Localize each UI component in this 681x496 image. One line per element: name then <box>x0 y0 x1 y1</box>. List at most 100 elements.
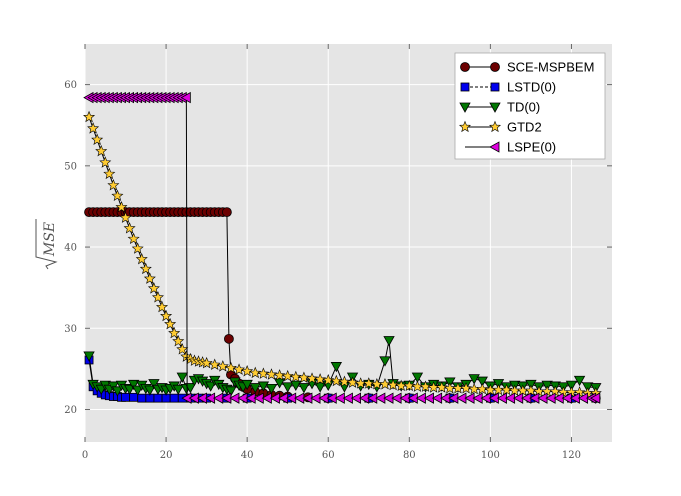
data-point <box>273 378 286 389</box>
x-tick-label: 80 <box>403 450 416 461</box>
data-point <box>322 373 335 386</box>
data-point <box>282 382 294 393</box>
data-point <box>573 375 586 387</box>
data-point <box>121 392 130 402</box>
data-point <box>200 356 213 369</box>
data-point <box>204 381 217 392</box>
data-point <box>500 383 513 396</box>
data-point <box>208 358 221 370</box>
data-point <box>169 393 179 403</box>
data-point <box>346 376 359 388</box>
legend-label: TD(0) <box>507 100 540 115</box>
data-point <box>135 252 148 265</box>
data-point <box>298 383 310 394</box>
data-point <box>83 110 96 123</box>
legend-marker <box>489 141 500 153</box>
legend: SCE-MSPBEM LSTD(0) TD(0) GTD2 LSPE(0) <box>454 52 606 160</box>
data-point <box>176 372 188 383</box>
x-tick-label: 120 <box>562 450 581 461</box>
x-tick-label: 60 <box>322 450 335 461</box>
data-point <box>257 381 270 392</box>
y-axis-label-group: MSE <box>35 219 58 270</box>
data-point <box>123 384 136 396</box>
x-tick-label: 0 <box>82 450 88 461</box>
data-point <box>115 200 128 213</box>
y-tick-label: 60 <box>64 80 77 91</box>
data-point <box>176 343 189 355</box>
data-point <box>103 167 116 180</box>
data-point <box>156 300 169 313</box>
legend-entry: LSTD(0) <box>460 80 556 95</box>
data-point <box>216 360 229 372</box>
data-point <box>119 211 132 223</box>
data-point <box>419 380 432 392</box>
data-point <box>233 363 246 375</box>
y-tick-label: 50 <box>64 161 77 172</box>
y-tick-label: 20 <box>64 405 77 416</box>
series-lspe-0- <box>83 91 601 404</box>
legend-entry: TD(0) <box>459 100 540 115</box>
legend-label: LSTD(0) <box>507 80 556 95</box>
data-point <box>330 374 343 387</box>
legend-marker <box>459 102 471 113</box>
data-point <box>589 392 601 404</box>
data-point <box>132 385 144 396</box>
data-point <box>249 383 261 394</box>
data-point <box>565 380 578 391</box>
axis-ticks: 0 20 40 60 80 100 120 20 30 40 50 60 <box>64 44 612 461</box>
data-point <box>111 189 124 201</box>
data-point <box>99 156 112 168</box>
data-point <box>148 379 160 390</box>
data-point <box>143 272 156 284</box>
data-point <box>338 375 351 387</box>
data-point <box>241 365 254 377</box>
data-point <box>362 377 375 389</box>
data-point <box>435 381 448 393</box>
data-point <box>95 144 108 157</box>
legend-marker <box>490 82 500 92</box>
data-point <box>383 336 395 347</box>
data-point <box>378 378 391 390</box>
legend-label: SCE-MSPBEM <box>507 60 594 75</box>
data-point <box>476 382 489 395</box>
x-tick-label: 40 <box>241 450 254 461</box>
legend-marker <box>460 82 470 92</box>
data-point <box>379 356 391 367</box>
legend-marker <box>460 62 470 72</box>
data-point <box>172 384 184 396</box>
legend-marker <box>490 62 500 72</box>
data-point <box>153 393 163 403</box>
legend-marker <box>489 102 501 113</box>
legend-marker <box>488 120 502 133</box>
data-point <box>249 366 262 379</box>
data-point <box>290 380 302 391</box>
data-point <box>168 326 181 339</box>
legend-entry: GTD2 <box>458 120 542 135</box>
data-point <box>241 379 253 391</box>
data-point <box>139 262 152 275</box>
data-point <box>127 379 140 391</box>
data-point <box>221 207 232 218</box>
data-point <box>411 372 424 383</box>
data-point <box>289 370 302 383</box>
data-point <box>306 372 319 384</box>
data-point <box>87 122 100 134</box>
series-layer <box>83 91 602 404</box>
data-point <box>83 351 95 362</box>
data-point <box>160 309 173 322</box>
data-point <box>172 334 185 347</box>
data-point <box>273 369 286 381</box>
data-point <box>137 393 147 403</box>
data-point <box>151 291 164 303</box>
data-point <box>164 317 177 330</box>
data-point <box>314 373 327 385</box>
data-point <box>224 361 237 374</box>
data-point <box>281 369 294 382</box>
y-axis-label-text: MSE <box>42 222 58 257</box>
data-point <box>123 222 136 234</box>
legend-entry: SCE-MSPBEM <box>460 60 594 75</box>
data-point <box>257 367 270 379</box>
data-point <box>129 392 139 402</box>
